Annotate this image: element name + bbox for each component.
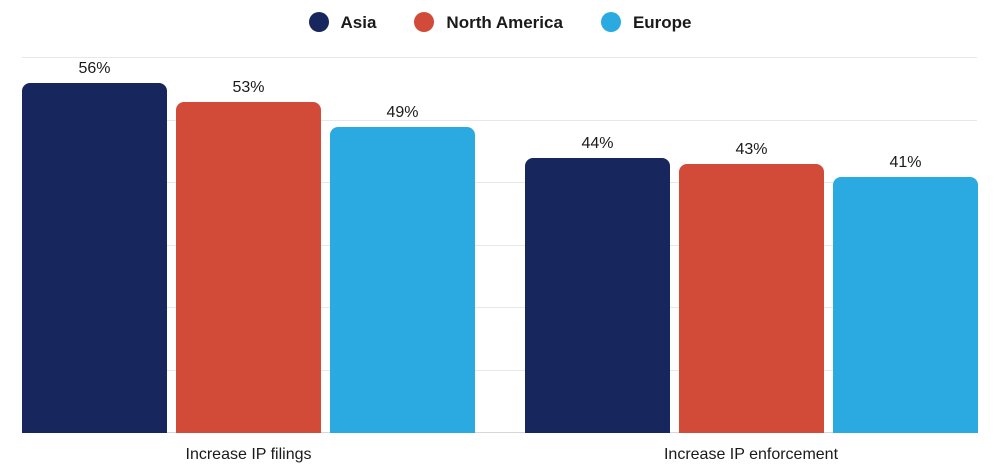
bar-value-label-north-america-group-0: 53%: [232, 78, 265, 96]
gridline-40: [22, 182, 977, 183]
bar-value-label-europe-group-1: 41%: [889, 153, 922, 171]
bar-value-label-asia-group-1: 44%: [581, 135, 614, 152]
bar-europe-group-0: [330, 126, 475, 433]
plot-area: 56% 53% 49% 44% 43% 41%: [22, 57, 978, 433]
bar-value-label-europe-group-0: 49%: [386, 103, 419, 121]
bar-value-label-asia-group-0: 56%: [78, 60, 111, 77]
gridline-10: [22, 369, 977, 371]
gridline-50: [22, 119, 977, 121]
gridline-0: [22, 432, 977, 433]
gridline-30: [22, 244, 977, 246]
bar-north-america-group-0: [176, 101, 321, 433]
category-label-increase-ip-filings: Increase IP filings: [185, 446, 312, 463]
legend: Asia North America Europe: [0, 8, 1000, 36]
bar-asia-group-1: [525, 158, 670, 433]
legend-item-europe: Europe: [600, 12, 692, 32]
legend-item-north-america: North America: [414, 12, 563, 32]
bar-europe-group-1: [833, 176, 978, 433]
legend-label-asia: Asia: [340, 12, 377, 32]
legend-swatch-north-america: [414, 12, 435, 32]
bar-asia-group-0: [22, 83, 167, 433]
gridline-20: [22, 307, 977, 308]
legend-swatch-europe: [600, 12, 621, 32]
legend-label-north-america: North America: [446, 12, 563, 32]
legend-label-europe: Europe: [632, 12, 692, 32]
gridline-60: [22, 57, 977, 58]
category-label-increase-ip-enforcement: Increase IP enforcement: [663, 446, 839, 463]
legend-item-asia: Asia: [308, 12, 377, 32]
bar-north-america-group-1: [679, 164, 824, 433]
bar-value-label-north-america-group-1: 43%: [735, 141, 768, 159]
legend-swatch-asia: [308, 12, 329, 32]
